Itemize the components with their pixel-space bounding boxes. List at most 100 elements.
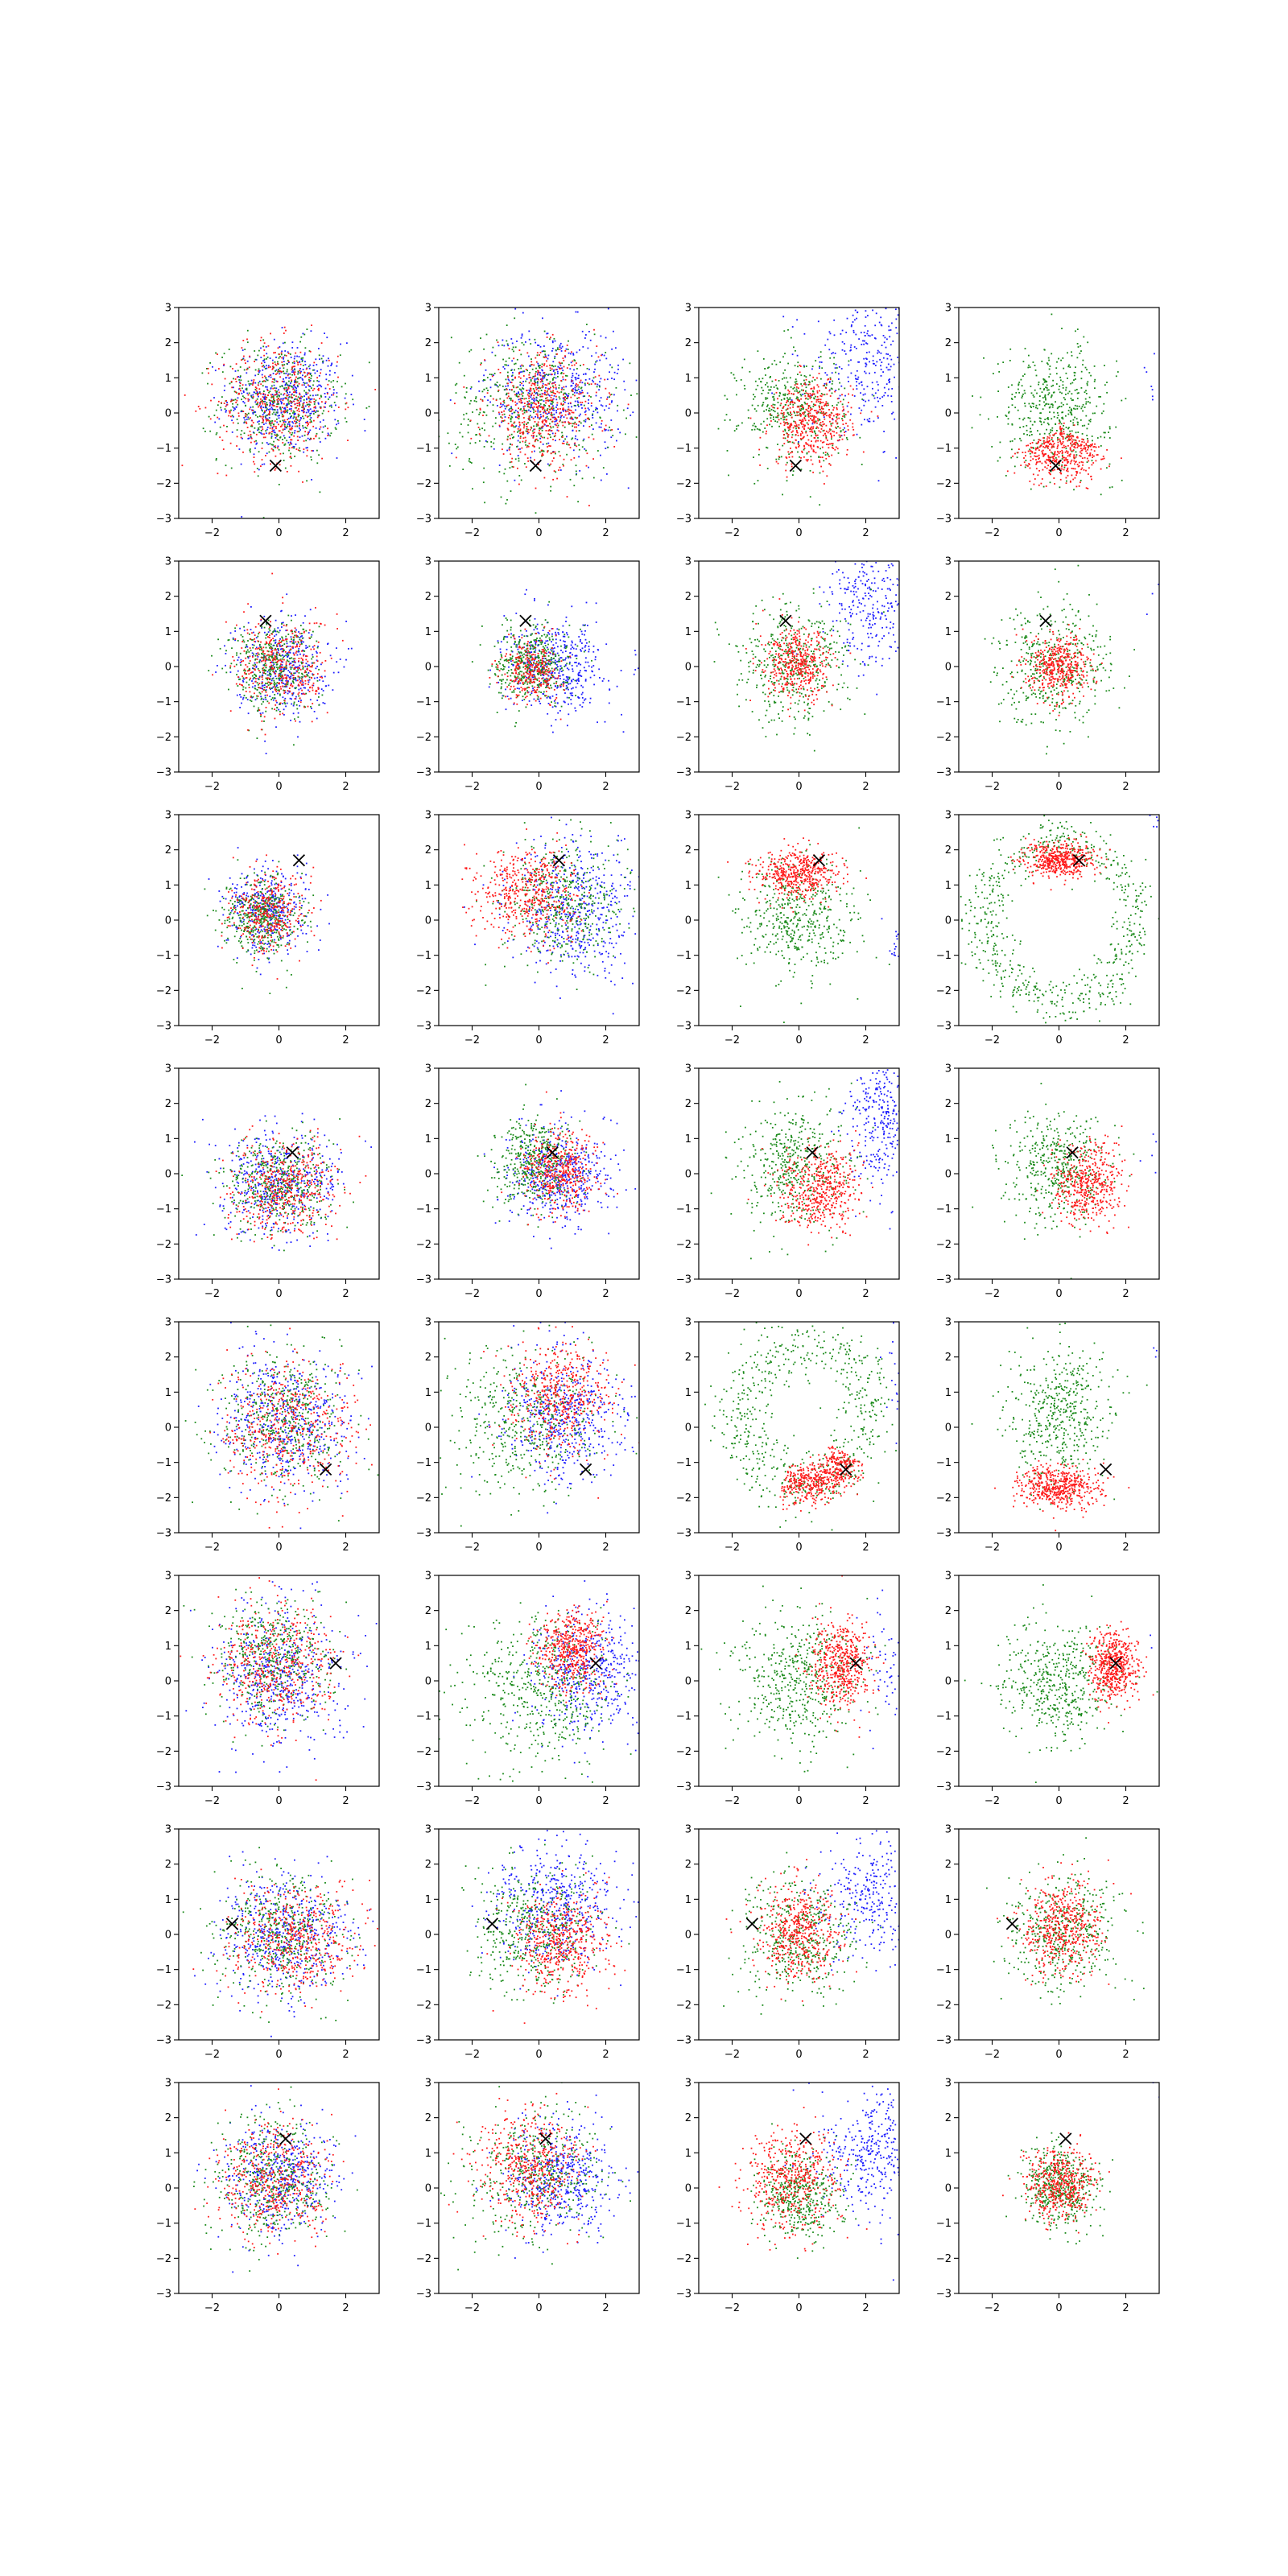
point-green — [1059, 421, 1061, 423]
point-blue — [533, 399, 535, 401]
point-red — [809, 395, 811, 398]
point-blue — [306, 382, 308, 384]
point-red — [848, 393, 849, 395]
point-red — [1101, 458, 1104, 460]
point-blue — [319, 428, 321, 430]
point-green — [511, 378, 514, 381]
point-blue — [287, 373, 290, 375]
point-blue — [897, 357, 898, 358]
point-blue — [350, 394, 353, 395]
point-blue — [835, 363, 837, 365]
point-blue — [550, 402, 552, 405]
point-green — [278, 370, 280, 373]
point-blue — [608, 407, 610, 410]
point-red — [254, 361, 255, 362]
point-blue — [572, 449, 575, 452]
point-red — [516, 416, 518, 419]
y-tick-label: 0 — [165, 408, 171, 420]
point-green — [761, 405, 763, 407]
point-green — [258, 431, 260, 434]
point-blue — [871, 382, 873, 384]
point-green — [824, 454, 827, 456]
point-green — [833, 357, 835, 359]
point-green — [580, 387, 582, 390]
point-green — [774, 420, 776, 423]
point-green — [1030, 427, 1031, 430]
point-blue — [548, 388, 551, 390]
point-green — [542, 386, 544, 388]
point-red — [826, 393, 828, 395]
point-green — [499, 398, 502, 400]
point-green — [988, 418, 989, 420]
point-blue — [489, 378, 492, 381]
point-red — [601, 419, 603, 422]
point-red — [269, 411, 270, 414]
point-blue — [562, 378, 564, 381]
point-green — [576, 368, 578, 369]
point-green — [494, 354, 497, 357]
point-green — [238, 379, 241, 381]
point-red — [576, 426, 577, 428]
point-green — [311, 375, 312, 377]
point-green — [312, 413, 315, 415]
point-green — [269, 443, 271, 445]
point-red — [551, 333, 554, 336]
point-blue — [885, 346, 887, 349]
point-green — [295, 407, 298, 409]
point-blue — [906, 362, 908, 364]
point-blue — [233, 386, 234, 389]
point-blue — [533, 375, 535, 378]
point-red — [278, 423, 279, 426]
point-blue — [829, 381, 831, 382]
point-red — [835, 426, 837, 428]
point-green — [310, 456, 312, 458]
point-green — [502, 386, 504, 387]
point-red — [795, 434, 797, 436]
point-green — [485, 387, 488, 390]
point-red — [518, 407, 519, 410]
point-red — [1048, 456, 1050, 458]
point-red — [545, 357, 547, 358]
point-blue — [254, 401, 257, 403]
point-blue — [271, 359, 274, 361]
point-red — [611, 429, 613, 431]
point-red — [221, 402, 222, 404]
point-blue — [225, 411, 227, 413]
point-blue — [247, 438, 250, 440]
point-blue — [603, 354, 605, 357]
point-red — [581, 402, 584, 403]
point-red — [793, 411, 795, 413]
point-green — [1065, 386, 1067, 389]
point-green — [610, 394, 613, 395]
point-red — [283, 393, 286, 394]
point-green — [549, 423, 551, 425]
point-green — [764, 427, 766, 429]
point-red — [838, 434, 840, 436]
point-red — [846, 453, 848, 456]
point-red — [797, 398, 799, 401]
point-blue — [914, 387, 915, 389]
point-red — [228, 410, 230, 412]
point-green — [295, 380, 297, 382]
point-blue — [861, 423, 863, 426]
point-red — [308, 380, 311, 382]
point-red — [327, 427, 328, 430]
point-green — [554, 357, 555, 359]
point-green — [273, 381, 275, 383]
point-green — [784, 369, 786, 371]
point-green — [316, 449, 318, 452]
point-blue — [235, 406, 237, 408]
point-red — [1087, 441, 1089, 443]
point-red — [267, 366, 270, 369]
point-blue — [269, 408, 271, 410]
point-green — [1051, 353, 1053, 355]
point-green — [753, 408, 756, 410]
point-red — [503, 419, 506, 422]
point-red — [811, 463, 814, 465]
point-red — [1073, 456, 1075, 458]
point-green — [1033, 402, 1034, 405]
point-green — [736, 394, 737, 396]
point-green — [766, 446, 767, 448]
point-blue — [310, 417, 312, 419]
point-red — [1065, 464, 1067, 466]
